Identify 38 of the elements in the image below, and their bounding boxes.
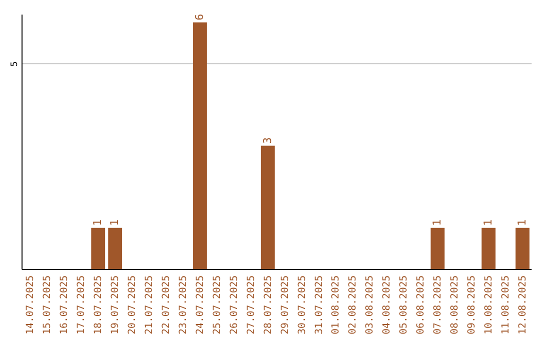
x-tick-label: 02.08.2025 — [348, 275, 359, 334]
x-tick-label: 31.07.2025 — [314, 275, 325, 334]
x-tick-label: 30.07.2025 — [296, 275, 308, 334]
data-label: 1 — [515, 219, 528, 226]
x-tick-label: 10.08.2025 — [484, 275, 495, 334]
x-tick-label: 21.07.2025 — [144, 275, 155, 334]
x-tick-label: 01.08.2025 — [330, 275, 342, 334]
x-tick-label: 07.08.2025 — [432, 275, 444, 334]
data-label: 1 — [482, 219, 495, 226]
x-tick-label: 18.07.2025 — [93, 275, 104, 334]
data-label: 1 — [430, 219, 444, 226]
x-tick-label: 11.08.2025 — [500, 275, 512, 334]
x-tick-label: 20.07.2025 — [127, 275, 138, 334]
x-tick-label: 04.08.2025 — [382, 275, 393, 334]
x-tick-label: 05.08.2025 — [398, 275, 410, 334]
data-label: 3 — [260, 137, 274, 144]
x-tick-label: 22.07.2025 — [160, 275, 172, 334]
x-tick-label: 17.07.2025 — [76, 275, 88, 334]
x-tick-label: 28.07.2025 — [262, 275, 274, 334]
x-tick-label: 27.07.2025 — [246, 275, 257, 334]
x-tick-label: 25.07.2025 — [212, 275, 223, 334]
x-tick-label: 03.08.2025 — [364, 275, 376, 334]
data-label: 6 — [192, 14, 206, 20]
x-tick-label: 29.07.2025 — [280, 275, 291, 334]
x-tick-label: 12.08.2025 — [517, 275, 528, 334]
x-tick-label: 09.08.2025 — [466, 275, 478, 334]
x-tick-label: 08.08.2025 — [450, 275, 461, 334]
x-tick-label: 23.07.2025 — [178, 275, 189, 334]
x-tick-label: 14.07.2025 — [25, 275, 36, 334]
x-tick-label: 26.07.2025 — [228, 275, 240, 334]
y-tick-label: 5 — [10, 61, 20, 67]
x-tick-label: 06.08.2025 — [416, 275, 427, 334]
x-tick-label: 19.07.2025 — [110, 275, 122, 334]
x-tick-label: 15.07.2025 — [42, 275, 54, 334]
data-label: 1 — [91, 219, 104, 226]
x-tick-label: 16.07.2025 — [59, 275, 70, 334]
data-label: 1 — [108, 219, 122, 226]
x-tick-label: 24.07.2025 — [194, 275, 206, 334]
